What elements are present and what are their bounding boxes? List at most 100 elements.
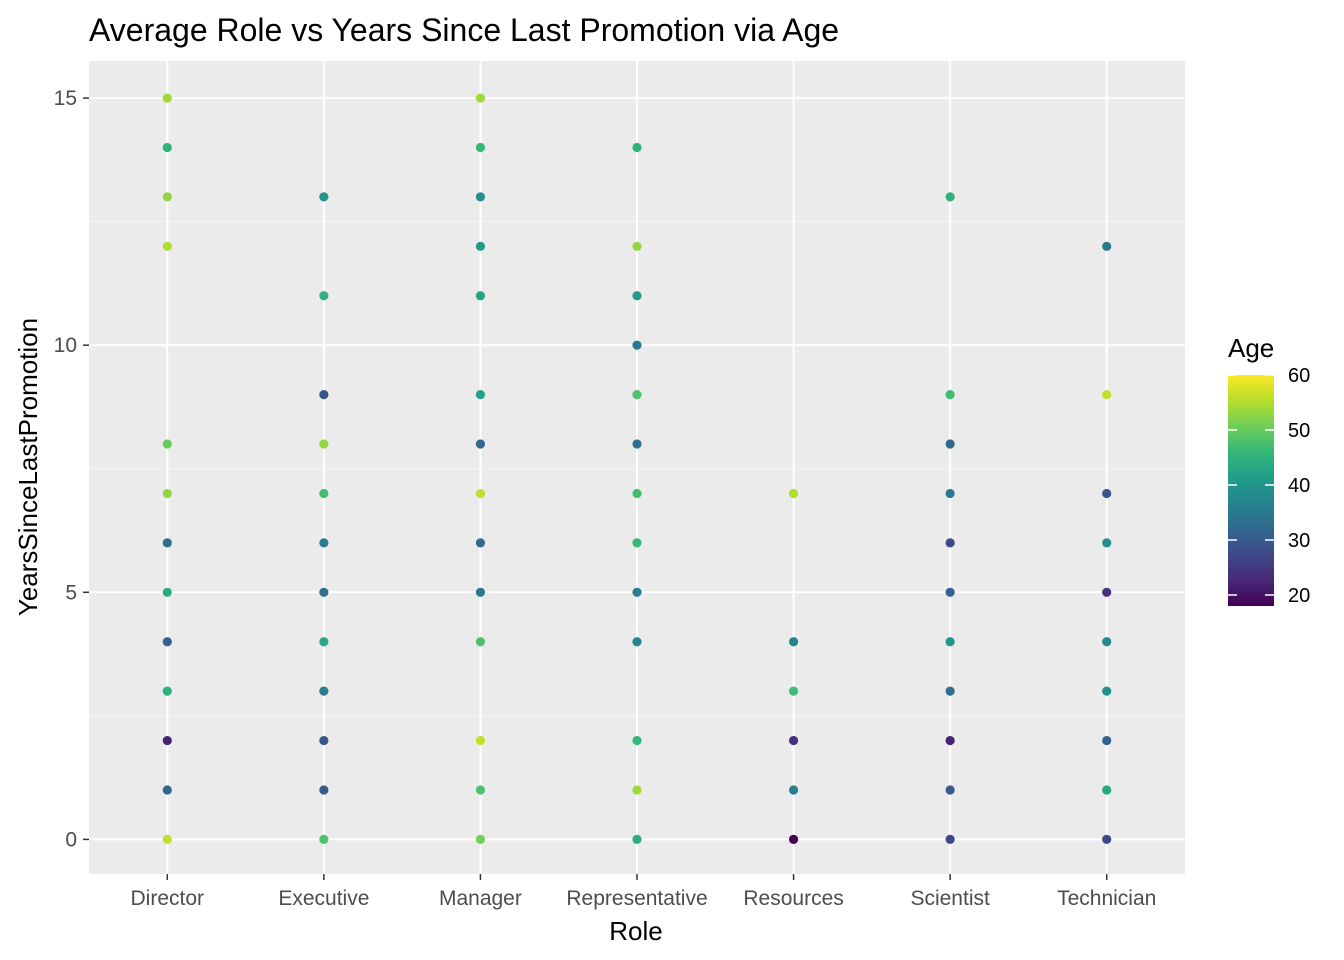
data-point	[319, 834, 329, 845]
data-point	[162, 439, 172, 449]
data-point	[475, 538, 486, 548]
data-point	[475, 142, 486, 153]
x-tick-label-manager: Manager	[439, 887, 522, 910]
data-point	[788, 686, 799, 696]
data-point	[632, 340, 642, 350]
data-point	[475, 637, 486, 647]
data-point	[945, 587, 955, 597]
data-point	[162, 735, 172, 746]
y-tick-label: 15	[54, 87, 77, 110]
data-point	[945, 192, 955, 202]
data-point	[319, 439, 329, 449]
data-point	[475, 439, 486, 449]
data-point	[1102, 686, 1112, 696]
data-point	[632, 637, 642, 647]
data-point	[632, 538, 642, 548]
data-point	[475, 834, 486, 845]
data-point	[632, 834, 642, 845]
data-point	[632, 291, 642, 301]
data-point	[632, 785, 642, 795]
data-point	[475, 93, 486, 103]
data-point	[162, 686, 172, 696]
data-point	[788, 785, 799, 795]
data-point	[945, 735, 955, 746]
data-point	[1102, 735, 1112, 746]
data-point	[475, 488, 486, 499]
data-point	[319, 291, 329, 301]
data-point	[632, 488, 642, 499]
data-point	[945, 488, 955, 499]
data-point	[319, 735, 329, 746]
data-point	[945, 686, 955, 696]
y-axis: 0 5 10 15	[54, 87, 89, 851]
legend-tick-label: 50	[1288, 420, 1310, 442]
x-tick-label-executive: Executive	[278, 887, 369, 910]
data-point	[632, 735, 642, 746]
y-tick-label: 0	[65, 828, 77, 851]
data-point	[162, 587, 172, 597]
data-point	[1102, 637, 1112, 647]
legend-title: Age	[1228, 333, 1274, 363]
data-point	[319, 637, 329, 647]
legend-tick-label: 30	[1288, 530, 1310, 552]
data-point	[319, 538, 329, 548]
data-point	[162, 241, 172, 251]
x-tick-label-scientist: Scientist	[910, 887, 990, 910]
data-point	[1102, 587, 1112, 597]
data-point	[1102, 241, 1112, 251]
color-legend: Age 20 30 40 50 60	[1228, 333, 1310, 607]
data-point	[162, 538, 172, 548]
data-point	[162, 785, 172, 795]
data-point	[162, 93, 172, 103]
data-point	[162, 192, 172, 202]
data-point	[945, 785, 955, 795]
y-axis-title: YearsSinceLastPromotion	[13, 318, 43, 616]
x-axis-title: Role	[609, 916, 662, 946]
data-point	[788, 735, 799, 746]
data-point	[319, 192, 329, 202]
data-point	[319, 587, 329, 597]
data-point	[945, 637, 955, 647]
data-point	[788, 488, 799, 499]
data-point	[162, 834, 172, 845]
data-point	[475, 241, 486, 251]
chart-title: Average Role vs Years Since Last Promoti…	[89, 12, 839, 48]
y-tick-label: 10	[54, 334, 77, 357]
data-point	[632, 587, 642, 597]
data-point	[1102, 538, 1112, 548]
data-point	[945, 390, 955, 400]
data-point	[475, 390, 486, 400]
data-point	[319, 785, 329, 795]
data-point	[1102, 488, 1112, 499]
data-point	[788, 834, 799, 845]
data-point	[945, 834, 955, 845]
legend-tick-label: 60	[1288, 365, 1310, 387]
x-axis: Director Executive Manager Representative Re…	[131, 874, 1156, 910]
legend-tick-label: 40	[1288, 475, 1310, 497]
data-point	[788, 637, 799, 647]
data-point	[632, 390, 642, 400]
data-point	[632, 142, 642, 153]
y-tick-label: 5	[65, 581, 77, 604]
data-point	[162, 488, 172, 499]
data-point	[319, 488, 329, 499]
data-point	[945, 538, 955, 548]
legend-colorbar	[1228, 375, 1274, 606]
x-tick-label-director: Director	[131, 887, 205, 910]
data-point	[632, 241, 642, 251]
data-point	[1102, 834, 1112, 845]
data-point	[632, 439, 642, 449]
data-point	[475, 735, 486, 746]
data-point	[1102, 390, 1112, 400]
data-point	[1102, 785, 1112, 795]
data-point	[319, 686, 329, 696]
data-points	[162, 93, 1112, 845]
x-tick-label-resources: Resources	[743, 887, 843, 910]
data-point	[162, 637, 172, 647]
data-point	[475, 785, 486, 795]
x-tick-label-technician: Technician	[1057, 887, 1156, 910]
data-point	[945, 439, 955, 449]
data-point	[475, 587, 486, 597]
data-point	[475, 192, 486, 202]
